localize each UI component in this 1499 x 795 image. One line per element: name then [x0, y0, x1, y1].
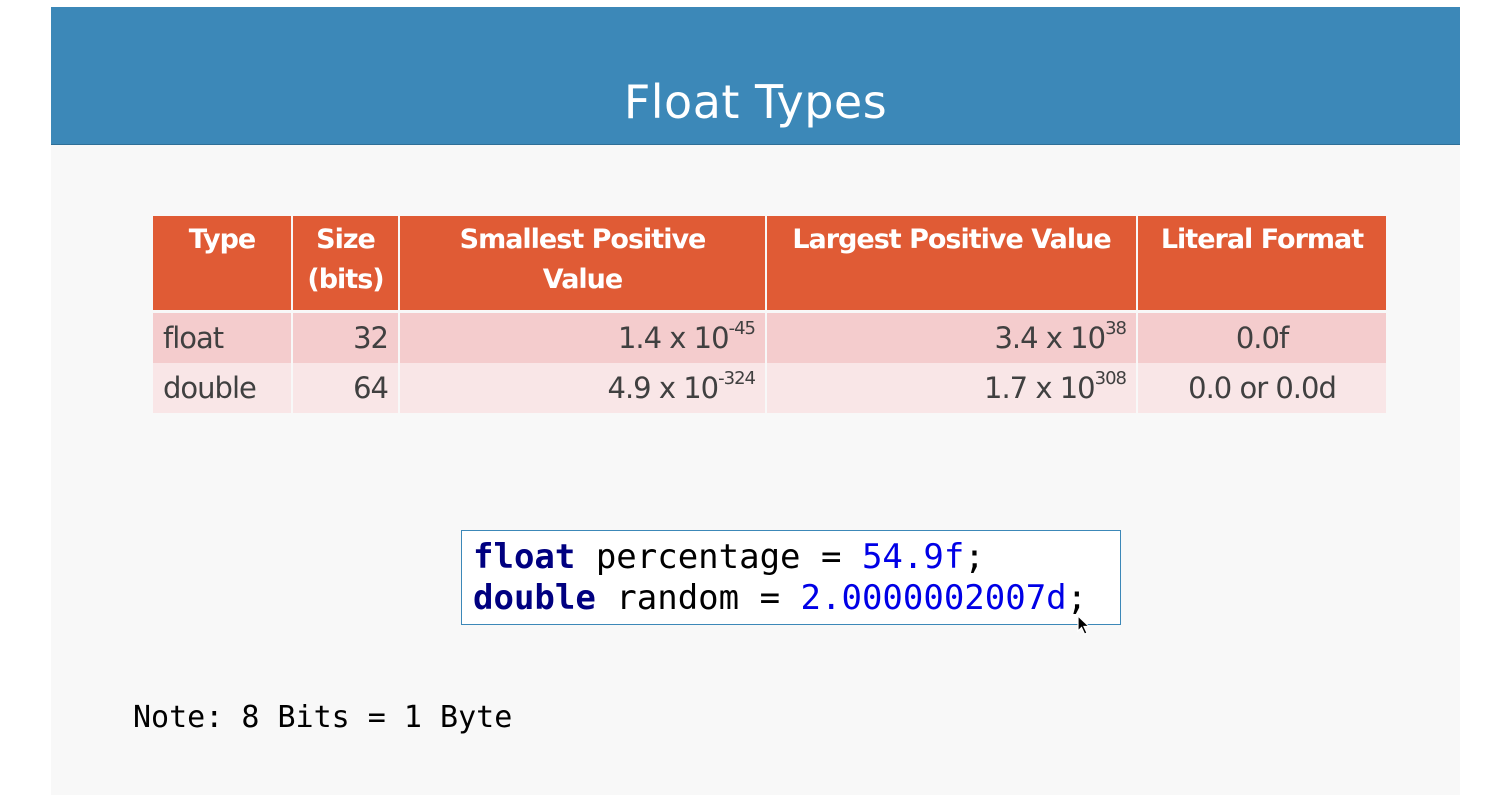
code-text: percentage =: [575, 537, 862, 577]
table-row-double: double 64 4.9 x 10-324 1.7 x 10308 0.0 o…: [151, 363, 1388, 413]
cell-size: 64: [291, 363, 400, 413]
slide: Float Types Type Size (bits) Smallest Pos…: [51, 7, 1460, 795]
code-line-float: float percentage = 54.9f;: [473, 537, 1120, 578]
header-size: Size (bits): [291, 216, 400, 313]
code-number: 2.0000002007d: [800, 578, 1067, 618]
cell-literal: 0.0 or 0.0d: [1136, 363, 1388, 413]
code-semicolon: ;: [964, 537, 985, 577]
float-types-table: Type Size (bits) Smallest Positive Value L…: [151, 216, 1388, 413]
cell-largest: 3.4 x 1038: [765, 311, 1138, 363]
code-keyword: float: [473, 537, 576, 577]
code-semicolon: ;: [1066, 578, 1088, 618]
cell-smallest: 1.4 x 10-45: [398, 311, 767, 363]
cell-size: 32: [291, 311, 400, 363]
mouse-pointer-icon: [1077, 615, 1091, 635]
cell-largest: 1.7 x 10308: [765, 363, 1138, 413]
table-row-float: float 32 1.4 x 10-45 3.4 x 1038 0.0f: [151, 311, 1388, 363]
title-bar: Float Types: [51, 7, 1460, 145]
cell-smallest: 4.9 x 10-324: [398, 363, 767, 413]
code-line-double: double random = 2.0000002007d;: [473, 578, 1120, 619]
slide-title: Float Types: [623, 75, 888, 129]
code-number: 54.9f: [861, 537, 965, 577]
header-smallest-positive-value: Smallest Positive Value: [398, 216, 767, 313]
header-literal-format: Literal Format: [1136, 216, 1388, 313]
table-header-row: Type Size (bits) Smallest Positive Value L…: [151, 216, 1388, 313]
code-text: random =: [595, 578, 801, 618]
code-example-box: float percentage = 54.9f; double random =…: [461, 530, 1121, 625]
header-type: Type: [151, 216, 293, 313]
code-keyword: double: [473, 578, 596, 618]
cell-type: float: [151, 311, 293, 363]
note-text: Note: 8 Bits = 1 Byte: [133, 700, 513, 735]
header-largest-positive-value: Largest Positive Value: [765, 216, 1138, 313]
cell-type: double: [151, 363, 293, 413]
cell-literal: 0.0f: [1136, 311, 1388, 363]
